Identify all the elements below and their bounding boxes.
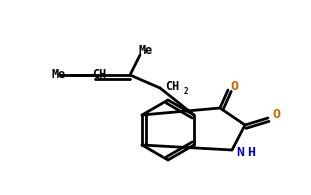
Text: O: O bbox=[230, 80, 238, 92]
Text: CH: CH bbox=[92, 67, 106, 81]
Text: Me: Me bbox=[139, 44, 153, 58]
Text: H: H bbox=[247, 146, 255, 160]
Text: O: O bbox=[272, 107, 280, 121]
Text: N: N bbox=[236, 146, 244, 160]
Text: 2: 2 bbox=[184, 87, 188, 96]
Text: CH: CH bbox=[165, 81, 179, 93]
Text: Me: Me bbox=[52, 67, 66, 81]
